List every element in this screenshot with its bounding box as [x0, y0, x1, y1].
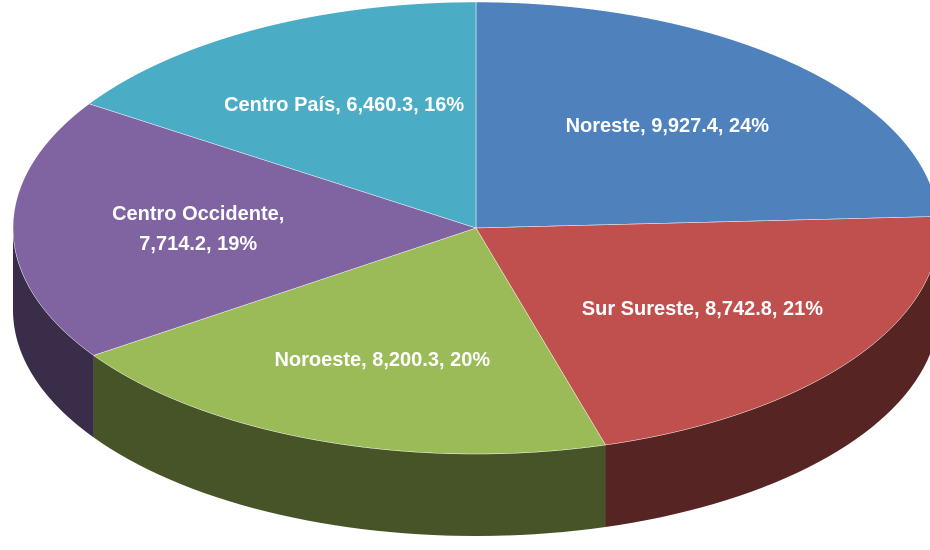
slice — [88, 1, 477, 229]
slice-side — [13, 228, 94, 438]
data-label: Noreste, 9,927.4, 24% — [565, 115, 770, 138]
data-label: Sur Sureste, 8,742.8, 21% — [581, 298, 824, 321]
slice-side — [605, 272, 930, 527]
data-label: Noroeste, 8,200.3, 20% — [274, 348, 491, 371]
data-label: Centro Occidente, 7,714.2, 19% — [112, 203, 285, 256]
data-label: Centro País, 6,460.3, 16% — [224, 93, 465, 116]
slice — [12, 103, 477, 356]
slice-side — [93, 355, 606, 536]
slice — [475, 216, 930, 446]
slice — [93, 227, 606, 455]
slice — [475, 1, 930, 229]
